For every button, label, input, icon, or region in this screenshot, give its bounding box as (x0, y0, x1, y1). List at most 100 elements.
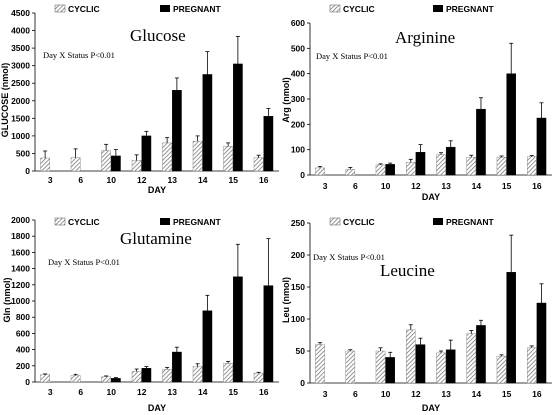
bar-cyclic (405, 162, 416, 176)
y-tick-label: 1200 (11, 280, 30, 290)
x-tick-label: 10 (381, 389, 391, 399)
bar-cyclic (405, 329, 416, 384)
x-tick-label: 13 (168, 387, 178, 397)
bar-pregnant (172, 90, 182, 172)
y-tick-label: 3000 (11, 61, 30, 71)
bar-cyclic (131, 371, 142, 383)
x-axis-label: DAY (148, 185, 166, 195)
bar-pregnant (263, 116, 274, 172)
bar-cyclic (70, 157, 81, 172)
x-axis-label: DAY (148, 403, 166, 413)
bar-cyclic (101, 150, 111, 172)
bar-cyclic (436, 352, 446, 384)
bar-pregnant (233, 276, 243, 383)
x-tick-label: 6 (353, 389, 358, 399)
chart-plot-glucose: 0 500 1000 1500 2000 2500 3000 3500 4000 4500 3 6 10… (11, 8, 279, 185)
y-tick-label: 0 (25, 377, 30, 387)
chart-leucine: CYCLIC PREGNANT Leucine Day X Status P<0… (281, 217, 495, 413)
y-tick-label: 0 (25, 166, 30, 176)
x-tick-label: 3 (48, 175, 53, 185)
bar-cyclic (192, 140, 203, 172)
y-tick-label: 1400 (11, 264, 30, 274)
bar-cyclic (375, 164, 386, 176)
chart-annotation: Day X Status P<0.01 (43, 50, 115, 60)
x-tick-label: 15 (229, 175, 239, 185)
chart-annotation: Day X Status P<0.01 (313, 252, 385, 262)
bar-pregnant (415, 344, 426, 384)
x-tick-label: 12 (137, 175, 147, 185)
bar-cyclic (253, 372, 264, 383)
y-tick-label: 2000 (11, 215, 30, 225)
y-tick-label: 100 (291, 314, 305, 324)
y-tick-label: 300 (291, 94, 305, 104)
legend-pregnant-label: PREGNANT (173, 4, 222, 14)
chart-title: Glutamine (120, 229, 192, 248)
legend-pregnant-label: PREGNANT (446, 217, 495, 227)
bar-pregnant (385, 164, 396, 176)
y-tick-label: 250 (291, 218, 305, 228)
y-axis-label: Leu (nmol) (281, 277, 291, 323)
x-tick-label: 16 (259, 387, 269, 397)
y-tick-label: 400 (291, 69, 305, 79)
y-tick-label: 0 (300, 170, 305, 180)
bar-cyclic (466, 157, 477, 176)
bar-cyclic (40, 157, 50, 172)
chart-title: Arginine (395, 28, 455, 47)
chart-plot-leucine: 0 50 100 150 200 250 3 6 10 12 13 14 15 16 (291, 218, 552, 399)
chart-title: Glucose (130, 26, 186, 45)
chart-annotation: Day X Status P<0.01 (48, 257, 120, 267)
bar-cyclic (526, 347, 537, 384)
y-tick-label: 2500 (11, 78, 30, 88)
bar-pregnant (445, 146, 456, 176)
x-tick-label: 13 (441, 389, 451, 399)
bar-pregnant (172, 351, 182, 383)
bar-pregnant (263, 285, 274, 383)
y-tick-label: 3500 (11, 43, 30, 53)
bar-cyclic (315, 167, 325, 176)
bar-pregnant (476, 325, 486, 384)
bar-pregnant (506, 272, 517, 384)
y-tick-label: 500 (16, 148, 30, 158)
bar-pregnant (141, 135, 152, 172)
y-tick-label: 4000 (11, 26, 30, 36)
chart-glutamine: CYCLIC PREGNANT Glutamine Day X Status P… (2, 217, 222, 413)
x-axis-label: DAY (422, 403, 440, 413)
bar-pregnant (536, 117, 547, 176)
y-axis-label: GLUCOSE (nmol) (0, 63, 10, 138)
legend-pregnant-label: PREGNANT (446, 4, 495, 14)
bar-cyclic (496, 157, 507, 176)
chart-title: Leucine (380, 261, 435, 280)
y-tick-label: 150 (291, 282, 305, 292)
x-tick-label: 13 (168, 175, 178, 185)
x-tick-label: 14 (198, 175, 208, 185)
legend-cyclic-swatch (329, 4, 341, 13)
bar-cyclic (192, 366, 203, 383)
x-tick-label: 14 (472, 389, 482, 399)
bar-cyclic (375, 350, 386, 384)
legend-cyclic-swatch (329, 217, 341, 226)
legend-cyclic-label: CYCLIC (343, 217, 375, 227)
y-tick-label: 200 (16, 361, 30, 371)
y-tick-label: 50 (296, 346, 306, 356)
legend-pregnant-swatch (433, 5, 443, 12)
bar-cyclic (315, 344, 325, 384)
legend-pregnant-swatch (433, 218, 443, 225)
chart-glucose: CYCLIC PREGNANT Glucose Day X Status P<0… (0, 4, 222, 195)
y-axis-label: Arg (nmol) (281, 77, 291, 123)
legend-cyclic-label: CYCLIC (68, 217, 100, 227)
x-tick-label: 3 (48, 387, 53, 397)
legend-pregnant-swatch (160, 218, 170, 225)
y-tick-label: 1000 (11, 131, 30, 141)
legend-cyclic-label: CYCLIC (68, 4, 100, 14)
x-tick-label: 14 (198, 387, 208, 397)
chart-annotation: Day X Status P<0.01 (316, 51, 388, 61)
y-tick-label: 1000 (11, 296, 30, 306)
x-tick-label: 6 (353, 181, 358, 191)
y-tick-label: 600 (291, 18, 305, 28)
bar-cyclic (162, 369, 172, 383)
x-tick-label: 12 (137, 387, 147, 397)
x-axis-label: DAY (422, 192, 440, 202)
x-tick-label: 12 (411, 389, 421, 399)
legend-cyclic-swatch (54, 4, 66, 13)
